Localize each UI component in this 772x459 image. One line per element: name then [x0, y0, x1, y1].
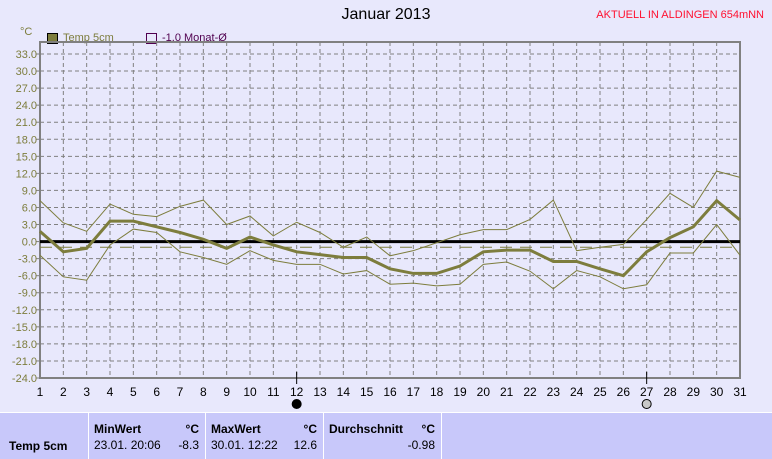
x-tick-label: 6 [153, 385, 160, 399]
avg-header: Durchschnitt [329, 422, 404, 436]
x-tick-label: 29 [687, 385, 701, 399]
y-tick-label: -3.0 [18, 254, 37, 266]
x-tick-label: 26 [617, 385, 631, 399]
y-tick-label: 6.0 [22, 202, 37, 214]
x-tick-label: 14 [337, 385, 351, 399]
x-tick-label: 11 [267, 385, 280, 399]
stats-max-cell: MaxWert °C 30.01. 12:22 12.6 [205, 413, 324, 459]
min-time: 23.01. 20:06 [94, 438, 161, 452]
y-tick-label: 9.0 [22, 185, 37, 197]
y-axis-unit: °C [20, 26, 33, 38]
x-tick-label: 24 [570, 385, 584, 399]
max-header: MaxWert [211, 422, 261, 436]
y-tick-label: 12.0 [16, 168, 37, 180]
x-tick-label: 9 [223, 385, 230, 399]
x-tick-label: 19 [453, 385, 467, 399]
x-tick-label: 1 [37, 385, 44, 399]
y-tick-label: -6.0 [18, 271, 37, 283]
stats-row-label: Temp 5cm [9, 439, 68, 453]
chart-plot: 33.030.027.024.021.018.015.012.09.06.03.… [12, 41, 747, 409]
y-tick-label: 33.0 [16, 49, 37, 61]
y-tick-label: 21.0 [16, 117, 37, 129]
x-tick-label: 25 [593, 385, 607, 399]
x-tick-label: 10 [243, 385, 257, 399]
y-tick-label: -24.0 [12, 373, 37, 385]
x-tick-label: 20 [477, 385, 491, 399]
stats-min-cell: MinWert °C 23.01. 20:06 -8.3 [88, 413, 206, 459]
min-unit: °C [185, 422, 199, 436]
x-tick-label: 16 [383, 385, 397, 399]
station-label: AKTUELL IN ALDINGEN 654mNN [596, 9, 764, 21]
max-unit: °C [303, 422, 317, 436]
series-line-temp-5cm [39, 198, 741, 278]
y-tick-label: -15.0 [12, 322, 37, 334]
max-value: 12.6 [293, 438, 317, 452]
series-line-max [39, 170, 741, 257]
x-tick-label: 18 [430, 385, 444, 399]
series-line-min [39, 223, 741, 290]
y-tick-label: 15.0 [16, 151, 37, 163]
x-tick-label: 21 [500, 385, 514, 399]
y-tick-label: -12.0 [12, 305, 37, 317]
x-tick-label: 22 [523, 385, 537, 399]
x-tick-label: 27 [640, 385, 654, 399]
y-tick-label: -21.0 [12, 356, 37, 368]
x-tick-label: 23 [547, 385, 561, 399]
min-header: MinWert [94, 422, 142, 436]
x-tick-label: 2 [60, 385, 67, 399]
x-tick-label: 30 [710, 385, 724, 399]
y-tick-label: 30.0 [16, 66, 37, 78]
stats-row-label-cell: Temp 5cm [0, 413, 89, 459]
x-tick-label: 3 [83, 385, 90, 399]
x-tick-label: 8 [200, 385, 207, 399]
x-tick-label: 5 [130, 385, 137, 399]
y-tick-label: -9.0 [18, 288, 37, 300]
full-moon-icon [641, 399, 652, 409]
y-tick-label: 24.0 [16, 100, 37, 112]
x-tick-label: 28 [663, 385, 677, 399]
max-time: 30.01. 12:22 [211, 438, 278, 452]
avg-unit: °C [421, 422, 435, 436]
y-tick-label: 18.0 [16, 134, 37, 146]
y-tick-label: 0.0 [22, 237, 37, 249]
avg-value: -0.98 [407, 438, 435, 452]
x-tick-label: 13 [313, 385, 327, 399]
y-tick-label: 27.0 [16, 83, 37, 95]
chart-title: Januar 2013 [341, 6, 431, 23]
x-tick-label: 15 [360, 385, 374, 399]
y-tick-label: -18.0 [12, 339, 37, 351]
stats-table: Temp 5cm MinWert °C 23.01. 20:06 -8.3 Ma… [0, 412, 772, 459]
y-tick-label: 3.0 [22, 220, 37, 232]
x-tick-label: 4 [107, 385, 114, 399]
stats-avg-cell: Durchschnitt °C -0.98 [323, 413, 442, 459]
x-tick-label: 31 [733, 385, 747, 399]
x-tick-label: 7 [177, 385, 184, 399]
x-tick-label: 17 [407, 385, 421, 399]
x-tick-label: 12 [290, 385, 304, 399]
min-value: -8.3 [178, 438, 199, 452]
new-moon-icon [291, 399, 302, 409]
